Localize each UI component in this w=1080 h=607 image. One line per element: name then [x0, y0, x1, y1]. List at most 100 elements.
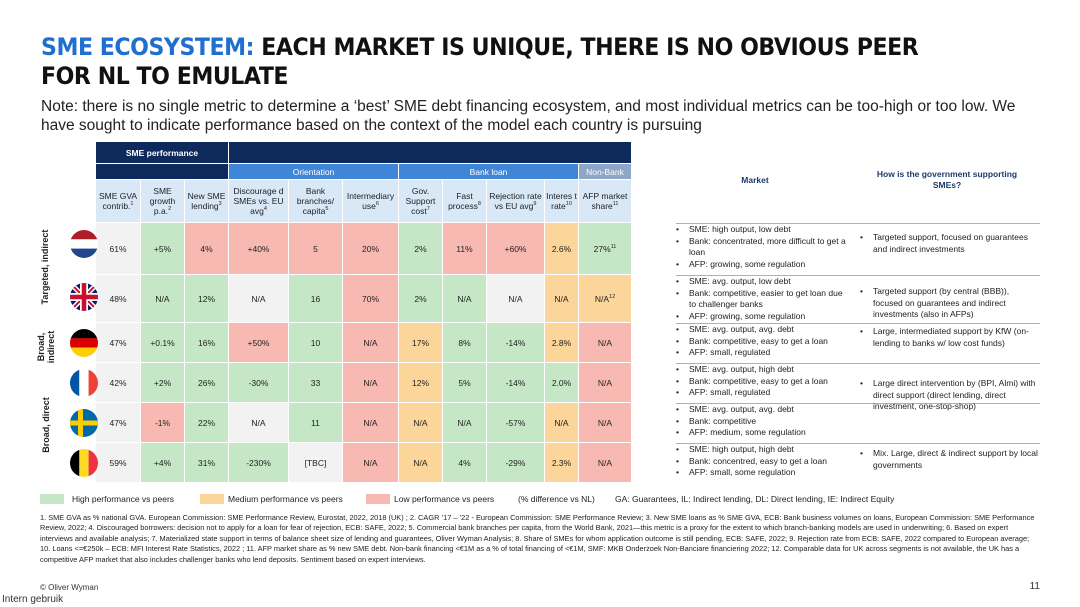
market-bullet: • AFP: small, regulated: [676, 347, 771, 358]
market-bullet: • AFP: small, regulated: [676, 387, 771, 398]
table-cell: -230%: [228, 442, 289, 483]
table-cell: 4%: [442, 442, 487, 483]
row-divider: [676, 223, 1040, 224]
col-header: Rejection rate vs EU avg9: [486, 179, 545, 223]
table-cell: 8%: [442, 322, 487, 363]
table-cell: 5: [288, 222, 343, 275]
table-cell: N/A: [342, 322, 399, 363]
table-cell: N/A: [228, 402, 289, 443]
group-spacer-2: [95, 163, 229, 180]
table-cell: 10: [288, 322, 343, 363]
footnotes: 1. SME GVA as % national GVA. European C…: [40, 513, 1035, 564]
table-row: 61% +5% 4% +40% 5 20% 2% 11% +60% 2.6% 27%11: [95, 222, 632, 275]
title-rest: EACH MARKET IS UNIQUE, THERE IS NO OBVIO…: [41, 33, 919, 90]
table-cell: N/A: [578, 402, 632, 443]
table-cell: N/A: [398, 402, 443, 443]
table-cell: 17%: [398, 322, 443, 363]
table-cell: -29%: [486, 442, 545, 483]
table-cell: -1%: [140, 402, 185, 443]
row-divider: [676, 275, 1040, 276]
table-cell: 59%: [95, 442, 141, 483]
market-bullet: • SME: avg. output, avg. debt: [676, 324, 794, 334]
table-cell: 2.3%: [544, 442, 579, 483]
gov-support-description: • Large, intermediated support by KfW (on…: [860, 326, 1029, 348]
table-cell: N/A: [544, 402, 579, 443]
col-header: New SME lending3: [184, 179, 229, 223]
market-bullet: • SME: avg. output, avg. debt: [676, 404, 794, 414]
table-cell: +0.1%: [140, 322, 185, 363]
table-cell: N/A: [442, 274, 487, 323]
table-cell: +5%: [140, 222, 185, 275]
row-divider: [676, 403, 1040, 404]
table-cell: 2%: [398, 274, 443, 323]
table-cell: 16: [288, 274, 343, 323]
table-cell: +2%: [140, 362, 185, 403]
table-cell: -14%: [486, 362, 545, 403]
table-cell: 5%: [442, 362, 487, 403]
market-header: Market: [741, 175, 769, 185]
col-header: Bank branches/ capita5: [288, 179, 343, 223]
legend-swatch-medium: [200, 494, 224, 504]
group-non-bank: Non-Bank: [578, 163, 632, 180]
row-divider: [676, 323, 1040, 324]
legend-low: Low performance vs peers: [394, 494, 495, 504]
table-cell: 16%: [184, 322, 229, 363]
table-cell: 61%: [95, 222, 141, 275]
table-cell: -14%: [486, 322, 545, 363]
table-row: 48% N/A 12% N/A 16 70% 2% N/A N/A N/A N/A12: [95, 274, 632, 323]
market-bullet: • Bank: competitive, easy to get a loan: [676, 375, 828, 386]
title-accent: SME ECOSYSTEM:: [41, 33, 255, 61]
table-cell: +60%: [486, 222, 545, 275]
table-cell: N/A: [578, 442, 632, 483]
market-bullet: • Bank: concentred, easy to get a loan: [676, 455, 827, 466]
note-text: Note: there is no single metric to deter…: [41, 98, 1016, 134]
legend-high: High performance vs peers: [72, 494, 175, 504]
legend-swatch-high: [40, 494, 64, 504]
table-cell: N/A: [578, 322, 632, 363]
group-bank-loan: Bank loan: [398, 163, 579, 180]
table-cell: N/A: [342, 402, 399, 443]
gov-support-france-sweden: • Large direct intervention by (BPI, Almi…: [860, 378, 1036, 412]
gov-header: How is the government supporting SMEs?: [876, 169, 1018, 190]
market-description: • SME: avg. output, high debt • Bank: compe…: [676, 364, 851, 399]
table-cell: 22%: [184, 402, 229, 443]
table-row: 42% +2% 26% -30% 33 N/A 12% 5% -14% 2.0% N/A: [95, 362, 632, 403]
table-cell: 27%11: [578, 222, 632, 275]
market-bullet: • Bank: competitive: [676, 415, 757, 426]
table-cell: [TBC]: [288, 442, 343, 483]
germany-flag-icon: [70, 329, 98, 357]
table-cell: 70%: [342, 274, 399, 323]
table-cell: 47%: [95, 322, 141, 363]
row-divider: [676, 363, 1040, 364]
market-bullet: • AFP: growing, some regulation: [676, 310, 806, 321]
row-divider: [676, 443, 1040, 444]
copyright: © Oliver Wyman: [40, 583, 99, 592]
metrics-table: SME performance Orientation Bank loan No…: [95, 141, 632, 483]
table-cell: N/A: [442, 402, 487, 443]
legend-abbr: GA: Guarantees, IL: Indirect lending, DL…: [615, 494, 895, 504]
legend-diff: (% difference vs NL): [518, 494, 595, 504]
table-cell: N/A12: [578, 274, 632, 323]
table-cell: N/A: [342, 362, 399, 403]
col-header: Interes t rate10: [544, 179, 579, 223]
table-cell: 2.6%: [544, 222, 579, 275]
table-cell: N/A: [398, 442, 443, 483]
table-cell: 42%: [95, 362, 141, 403]
table-cell: 47%: [95, 402, 141, 443]
table-cell: 20%: [342, 222, 399, 275]
table-cell: 48%: [95, 274, 141, 323]
col-header: Intermediary use6: [342, 179, 399, 223]
netherlands-flag-icon: [70, 230, 98, 258]
table-cell: +40%: [228, 222, 289, 275]
gov-support-description: • Targeted support, focused on guarantees…: [860, 232, 1028, 254]
market-bullet: • AFP: growing, some regulation: [676, 258, 806, 269]
france-flag-icon: [70, 369, 98, 397]
table-cell: N/A: [140, 274, 185, 323]
market-description: • SME: avg. output, avg. debt • Bank: compe…: [676, 324, 851, 359]
table-cell: N/A: [486, 274, 545, 323]
table-cell: +4%: [140, 442, 185, 483]
table-cell: N/A: [544, 274, 579, 323]
table-cell: 26%: [184, 362, 229, 403]
page-title: SME ECOSYSTEM: EACH MARKET IS UNIQUE, TH…: [41, 33, 961, 91]
table-cell: -57%: [486, 402, 545, 443]
